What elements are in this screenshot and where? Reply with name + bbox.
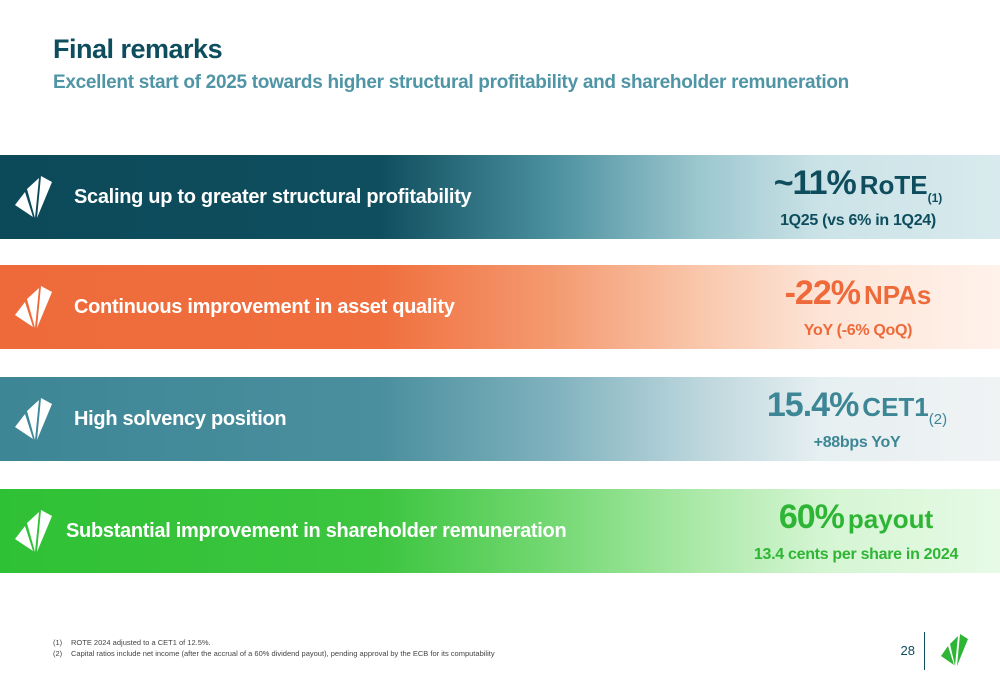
metric-value: 15.4% xyxy=(766,386,859,424)
footnote-ref: (1) xyxy=(927,191,943,205)
footnote-mark: (1) xyxy=(53,638,63,647)
footnote-text: ROTE 2024 adjusted to a CET1 of 12.5%. xyxy=(71,638,211,647)
metric-unit: RoTE xyxy=(859,170,928,200)
footer-divider xyxy=(924,632,925,670)
footnote-mark: (2) xyxy=(53,649,63,658)
footnote-text: Capital ratios include net income (after… xyxy=(71,649,495,658)
metric-subtext: 13.4 cents per share in 2024 xyxy=(753,546,959,563)
footnote-ref: (2) xyxy=(928,411,948,428)
footnotes: (1) ROTE 2024 adjusted to a CET1 of 12.5%… xyxy=(53,637,495,659)
band-label: Scaling up to greater structural profita… xyxy=(74,186,472,208)
metric-unit: CET1 xyxy=(862,392,929,422)
metric-cet1: 15.4% CET1(2) +88bps YoY xyxy=(752,385,962,452)
band-label: Substantial improvement in shareholder r… xyxy=(66,520,567,542)
band-shareholder-remuneration: Substantial improvement in shareholder r… xyxy=(0,489,1000,573)
metric-unit: payout xyxy=(847,504,934,534)
metric-payout: 60% payout 13.4 cents per share in 2024 xyxy=(740,497,972,564)
metric-subtext: +88bps YoY xyxy=(813,434,901,451)
footnote: (2) Capital ratios include net income (af… xyxy=(53,648,495,659)
metric-value: ~11% xyxy=(773,164,857,202)
footnote: (1) ROTE 2024 adjusted to a CET1 of 12.5%… xyxy=(53,637,495,648)
metric-value: -22% xyxy=(784,274,861,312)
bank-logo-icon xyxy=(15,510,52,552)
metric-subtext: YoY (-6% QoQ) xyxy=(803,322,913,339)
metric-subtext: 1Q25 (vs 6% in 1Q24) xyxy=(780,212,936,229)
bank-logo-icon xyxy=(15,286,52,328)
metric-rote: ~11% RoTE(1) 1Q25 (vs 6% in 1Q24) xyxy=(758,163,958,230)
band-asset-quality: Continuous improvement in asset quality … xyxy=(0,265,1000,349)
page-number: 28 xyxy=(900,643,915,658)
band-profitability: Scaling up to greater structural profita… xyxy=(0,155,1000,239)
bank-logo-icon xyxy=(941,634,968,666)
band-solvency: High solvency position 15.4% CET1(2) +88b… xyxy=(0,377,1000,461)
metric-npas: -22% NPAs YoY (-6% QoQ) xyxy=(758,273,958,340)
band-label: High solvency position xyxy=(74,408,287,430)
metric-unit: NPAs xyxy=(863,280,932,310)
page-subtitle: Excellent start of 2025 towards higher s… xyxy=(53,72,849,93)
metric-value: 60% xyxy=(778,498,845,536)
band-label: Continuous improvement in asset quality xyxy=(74,296,455,318)
bank-logo-icon xyxy=(15,176,52,218)
page-title: Final remarks xyxy=(53,34,223,64)
bank-logo-icon xyxy=(15,398,52,440)
